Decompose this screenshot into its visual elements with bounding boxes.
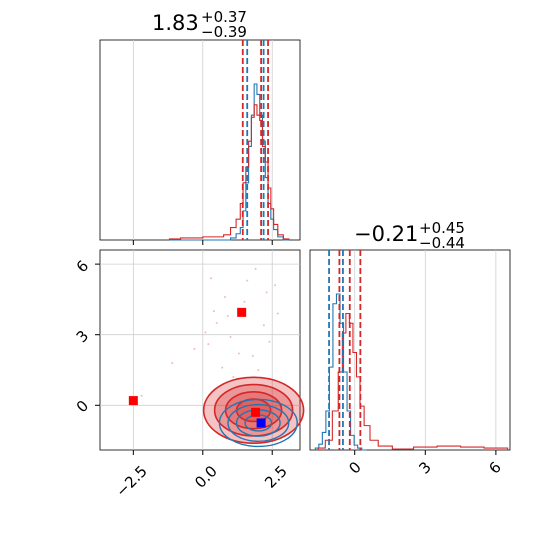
outlier-point — [254, 267, 257, 270]
outlier-point — [251, 354, 254, 357]
outlier-point — [226, 314, 229, 317]
outlier-point — [246, 279, 249, 282]
outlier-point — [212, 310, 215, 313]
outlier-point — [207, 343, 210, 346]
marker-square — [128, 396, 138, 406]
histogram-y-title-sub: −0.44 — [419, 234, 465, 252]
joint-markers — [128, 307, 266, 428]
histogram-x-title: 1.83 — [152, 11, 199, 35]
histogram-y-title: −0.21 — [354, 222, 418, 246]
outlier-point — [243, 300, 246, 303]
joint-y-tick-label: 6 — [73, 257, 92, 276]
joint-outlier-points — [140, 267, 279, 397]
marker-square — [251, 407, 261, 417]
histogram-y-title-sup: +0.45 — [419, 219, 465, 237]
histogram-x-frame — [99, 39, 301, 241]
histogram-y-x-tick-labels: 0 3 6 — [345, 458, 504, 477]
histogram-y-x-tick-label: 6 — [485, 458, 504, 477]
histogram-y-quantile-lines — [328, 250, 362, 450]
joint-y-tick-label: 0 — [73, 397, 92, 416]
histogram-panel-y: −0.21 +0.45 −0.44 0 3 6 — [309, 219, 511, 478]
histogram-x-tick-marks — [132, 240, 273, 245]
joint-y-tick-label: 3 — [73, 327, 92, 346]
joint-panel: −2.5 0.0 2.5 0 3 6 — [73, 249, 305, 501]
outlier-point — [262, 324, 265, 327]
histogram-y-x-tick-label: 0 — [345, 458, 364, 477]
histogram-y-plot — [314, 293, 509, 451]
histogram-panel-x: 1.83 +0.37 −0.39 — [99, 8, 301, 245]
outlier-point — [229, 336, 232, 339]
outlier-point — [237, 352, 240, 355]
contour-level — [218, 398, 298, 448]
outlier-point — [210, 277, 213, 280]
histogram-x-plot — [168, 83, 290, 241]
joint-x-tick-labels: −2.5 0.0 2.5 — [112, 462, 290, 500]
histogram-series — [314, 293, 367, 451]
outlier-point — [171, 361, 174, 364]
outlier-point — [224, 296, 226, 299]
joint-y-tick-labels: 0 3 6 — [73, 257, 92, 416]
joint-x-tick-label: 0.0 — [191, 462, 221, 492]
histogram-x-title-value: 1.83 — [152, 11, 199, 35]
histogram-series — [317, 312, 509, 450]
marker-square — [237, 307, 247, 317]
joint-x-tick-label: 2.5 — [261, 462, 291, 492]
outlier-point — [268, 340, 271, 343]
histogram-y-grid — [354, 250, 497, 450]
marker-square — [256, 418, 266, 428]
outlier-point — [274, 284, 276, 287]
joint-tick-marks — [95, 263, 273, 455]
histogram-y-x-tick-label: 3 — [415, 458, 434, 477]
histogram-x-grid — [132, 40, 273, 240]
outlier-point — [204, 331, 207, 334]
outlier-point — [221, 366, 224, 369]
outlier-point — [140, 394, 143, 397]
outlier-point — [265, 291, 268, 294]
histogram-x-title-sup: +0.37 — [201, 8, 247, 26]
histogram-series — [168, 104, 290, 240]
histogram-y-title-value: −0.21 — [354, 222, 418, 246]
histogram-x-quantile-lines — [241, 40, 269, 240]
outlier-point — [215, 321, 218, 324]
histogram-y-tick-marks — [354, 450, 497, 455]
contour-level — [227, 403, 290, 442]
outlier-point — [232, 376, 235, 379]
joint-x-tick-label: −2.5 — [112, 462, 150, 500]
histogram-x-title-sub: −0.39 — [201, 23, 247, 41]
outlier-point — [276, 312, 279, 315]
outlier-point — [257, 369, 260, 371]
outlier-point — [193, 347, 196, 350]
